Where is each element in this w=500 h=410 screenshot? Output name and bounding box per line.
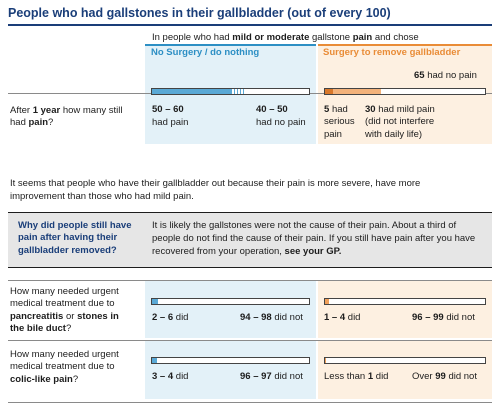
serious-pain-segment (325, 89, 333, 94)
row2-no-surgery-left: 2 – 6 did (152, 312, 189, 323)
note-answer: It is likely the gallstones were not the… (152, 220, 476, 257)
row2-no-surgery-right: 94 – 98 did not (240, 312, 303, 323)
row2-surgery-left: 1 – 4 did (324, 312, 361, 323)
did-segment (152, 358, 157, 363)
uncertainty-segment (231, 89, 245, 94)
did-segment (152, 299, 158, 304)
row1-question: After 1 year how many still had pain? (10, 105, 123, 129)
did-segment (325, 299, 329, 304)
row1-surgery-bar (324, 88, 486, 95)
row1-no-surgery-left-text: had pain (152, 117, 189, 128)
intro-text: In people who had mild or moderate galls… (152, 32, 419, 43)
row2-no-surgery-bar (151, 298, 310, 305)
row2-surgery-cell (318, 281, 492, 338)
no-surgery-heading: No Surgery / do nothing (151, 47, 260, 58)
note-question: Why did people still have pain after hav… (18, 220, 132, 256)
row1-no-surgery-right-num: 40 – 50 (256, 104, 288, 115)
row3-no-surgery-left: 3 – 4 did (152, 371, 189, 382)
row-divider (8, 402, 492, 403)
mild-pain-segment (333, 89, 381, 94)
page-title: People who had gallstones in their gallb… (8, 6, 391, 20)
row3-surgery-bar (324, 357, 486, 364)
row3-no-surgery-cell (145, 341, 316, 399)
row1-no-surgery-left-num: 50 – 60 (152, 104, 184, 115)
row1-surgery-serious: 5 had serious pain (324, 104, 355, 140)
note-box (8, 212, 492, 268)
row2-no-surgery-cell (145, 281, 316, 338)
row-divider (8, 280, 492, 281)
row3-no-surgery-right: 96 – 97 did not (240, 371, 303, 382)
row2-surgery-bar (324, 298, 486, 305)
title-divider (8, 24, 492, 26)
row1-no-surgery-bar (151, 88, 310, 95)
row3-surgery-cell (318, 341, 492, 399)
row2-question: How many needed urgent medical treatment … (10, 286, 119, 335)
row1-surgery-mild: 30 had mild pain (did not interfere with d… (365, 104, 435, 140)
row1-no-surgery-right-text: had no pain (256, 117, 306, 128)
row3-surgery-left: Less than 1 did (324, 371, 389, 382)
had-pain-segment (152, 89, 231, 94)
row-divider (8, 340, 492, 341)
row3-question: How many needed urgent medical treatment … (10, 349, 119, 385)
row3-no-surgery-bar (151, 357, 310, 364)
summary-text: It seems that people who have their gall… (10, 178, 421, 202)
row3-surgery-right: Over 99 did not (412, 371, 477, 382)
row1-surgery-no-pain: 65 had no pain (414, 70, 477, 81)
surgery-heading: Surgery to remove gallbladder (323, 47, 461, 58)
did-segment (325, 358, 326, 363)
row2-surgery-right: 96 – 99 did not (412, 312, 475, 323)
